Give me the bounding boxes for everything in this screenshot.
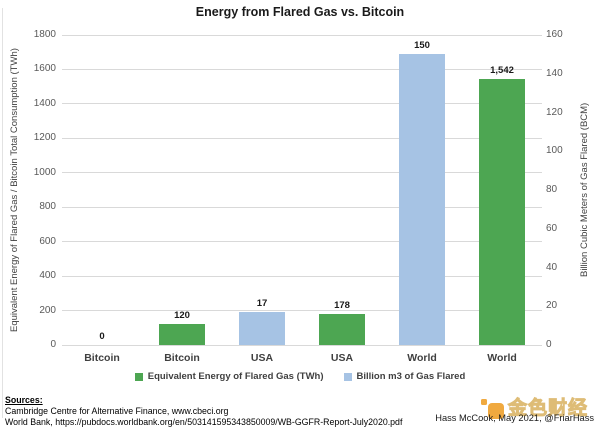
logo-dot-shape <box>481 399 487 405</box>
category-label: World <box>487 352 517 364</box>
right-tick-label: 140 <box>546 67 563 79</box>
sources-block: Sources: Cambridge Centre for Alternativ… <box>5 395 402 427</box>
right-tick-label: 60 <box>546 222 558 234</box>
legend-swatch <box>134 372 143 381</box>
legend-swatch <box>343 372 352 381</box>
right-tick-label: 40 <box>546 261 558 273</box>
sources-heading: Sources: <box>5 395 43 405</box>
category-label: Bitcoin <box>84 352 120 364</box>
gridline <box>62 206 542 208</box>
gridline <box>62 68 542 70</box>
legend-item: Equivalent Energy of Flared Gas (TWh) <box>134 371 324 382</box>
bar <box>399 54 445 345</box>
gridline <box>62 172 542 174</box>
left-tick-label: 1400 <box>33 97 56 109</box>
category-label: USA <box>330 352 354 364</box>
gridline <box>62 310 542 312</box>
right-tick-label: 20 <box>546 300 558 312</box>
left-tick-label: 1800 <box>33 29 56 40</box>
gridline <box>62 137 542 139</box>
gridline <box>62 344 542 346</box>
chart-border-line <box>2 8 3 418</box>
left-tick-label: 1600 <box>33 63 56 75</box>
category-label: World <box>407 352 437 364</box>
source-line: World Bank, https://pubdocs.worldbank.or… <box>5 416 403 427</box>
gridline <box>62 275 542 277</box>
right-tick-label: 120 <box>546 106 563 118</box>
left-tick-label: 400 <box>39 270 56 282</box>
legend: Equivalent Energy of Flared Gas (TWh) Bil… <box>0 371 600 382</box>
jinse-logo-icon <box>480 398 505 420</box>
right-tick-label: 80 <box>546 184 558 195</box>
logo-block-shape <box>488 403 504 419</box>
bar-value-label: 1,542 <box>490 65 514 77</box>
legend-label: Equivalent Energy of Flared Gas (TWh) <box>147 371 324 382</box>
chart-title: Energy from Flared Gas vs. Bitcoin <box>195 5 405 19</box>
bar-value-label: 0 <box>99 331 105 342</box>
gridline <box>62 241 542 243</box>
category-label: USA <box>250 352 274 364</box>
gridline <box>62 103 542 105</box>
bar <box>319 314 365 345</box>
bar <box>239 312 285 345</box>
plot-area: 0 120 17 178 150 1,542 <box>62 34 542 346</box>
left-tick-label: 1000 <box>33 166 56 178</box>
left-tick-label: 1200 <box>33 132 56 144</box>
bar-value-label: 150 <box>414 40 430 52</box>
bar <box>159 324 205 345</box>
source-line: Cambridge Centre for Alternative Finance… <box>5 405 229 416</box>
jinse-finance-watermark: 金色财经 <box>480 398 588 420</box>
left-tick-label: 600 <box>39 235 56 247</box>
legend-label: Billion m3 of Gas Flared <box>356 371 466 382</box>
attribution-text: Hass McCook, May 2021, @FriarHass <box>435 413 594 423</box>
legend-item: Billion m3 of Gas Flared <box>343 371 466 382</box>
bar-value-label: 178 <box>334 300 350 312</box>
jinse-logo-text: 金色财经 <box>507 398 589 420</box>
right-tick-label: 100 <box>546 145 563 157</box>
category-label: Bitcoin <box>164 352 200 364</box>
bar <box>479 79 525 345</box>
bar-value-label: 17 <box>256 298 268 310</box>
left-tick-label: 0 <box>50 339 56 350</box>
gridline <box>62 34 542 36</box>
bar-value-label: 120 <box>174 310 190 322</box>
left-tick-label: 800 <box>39 201 56 213</box>
right-tick-label: 0 <box>546 339 552 350</box>
right-tick-label: 160 <box>546 29 563 40</box>
left-tick-label: 200 <box>39 304 56 316</box>
